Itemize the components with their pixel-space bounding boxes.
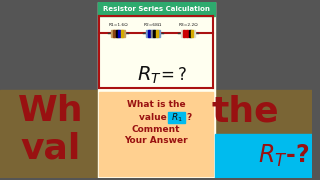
Text: Wh: Wh <box>18 94 84 129</box>
Bar <box>151 30 153 37</box>
Bar <box>181 30 195 37</box>
Text: What is the: What is the <box>127 100 185 109</box>
Text: $R_T$: $R_T$ <box>137 65 161 86</box>
Text: R2=68Ω: R2=68Ω <box>144 23 162 27</box>
Bar <box>0 2 98 178</box>
Bar <box>116 30 117 37</box>
Text: the: the <box>212 94 279 129</box>
Bar <box>0 90 98 178</box>
Text: R1=1.6Ω: R1=1.6Ω <box>108 23 128 27</box>
Bar <box>214 90 312 178</box>
Bar <box>121 30 123 37</box>
Bar <box>188 30 190 37</box>
Bar <box>98 2 214 178</box>
Text: value of: value of <box>140 113 180 122</box>
Bar <box>186 30 188 37</box>
Bar <box>214 134 312 178</box>
Text: Resistor Series Calculation: Resistor Series Calculation <box>103 6 209 12</box>
Bar <box>118 30 120 37</box>
Bar <box>148 30 150 37</box>
Bar <box>183 30 185 37</box>
Text: $=$?: $=$? <box>157 66 187 84</box>
Bar <box>111 30 125 37</box>
Bar <box>98 2 214 16</box>
Bar <box>156 30 158 37</box>
Bar <box>146 30 160 37</box>
Bar <box>168 112 185 123</box>
Text: ?: ? <box>186 113 191 122</box>
Text: R3=2.2Ω: R3=2.2Ω <box>178 23 198 27</box>
Text: val: val <box>20 132 81 165</box>
Text: $R_1$: $R_1$ <box>171 111 182 123</box>
Text: Your Answer: Your Answer <box>124 136 188 145</box>
Text: Comment: Comment <box>132 125 180 134</box>
Bar <box>154 30 156 37</box>
Bar <box>113 30 115 37</box>
Bar <box>191 30 193 37</box>
Bar <box>100 92 212 176</box>
Text: $R_T$-?: $R_T$-? <box>258 143 309 169</box>
Bar <box>214 2 312 178</box>
